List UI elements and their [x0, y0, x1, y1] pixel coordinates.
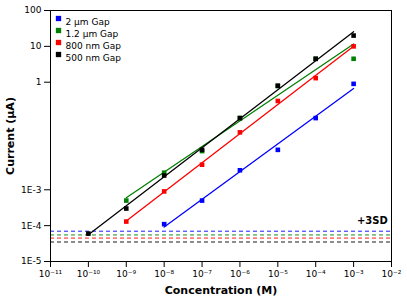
svg-text:10⁻⁵: 10⁻⁵: [268, 269, 288, 279]
svg-text:500 nm Gap: 500 nm Gap: [66, 53, 122, 63]
svg-text:100: 100: [24, 5, 41, 15]
svg-text:10⁻⁸: 10⁻⁸: [154, 269, 174, 279]
svg-text:1E-3: 1E-3: [21, 185, 41, 195]
svg-text:10⁻⁷: 10⁻⁷: [192, 269, 212, 279]
svg-text:10⁻³: 10⁻³: [344, 269, 364, 279]
svg-text:1E-5: 1E-5: [21, 256, 41, 266]
svg-text:10⁻¹¹: 10⁻¹¹: [39, 269, 63, 279]
svg-text:800 nm Gap: 800 nm Gap: [66, 41, 122, 51]
svg-text:2 μm Gap: 2 μm Gap: [66, 17, 110, 27]
svg-text:Concentration (M): Concentration (M): [165, 284, 278, 297]
svg-text:10⁻⁶: 10⁻⁶: [230, 269, 250, 279]
svg-text:1.2 μm Gap: 1.2 μm Gap: [66, 29, 119, 39]
svg-text:Current (μA): Current (μA): [4, 97, 17, 175]
svg-text:1: 1: [36, 77, 42, 87]
svg-text:10⁻¹⁰: 10⁻¹⁰: [77, 269, 101, 279]
svg-text:+3SD: +3SD: [357, 215, 388, 226]
svg-text:10⁻⁴: 10⁻⁴: [306, 269, 326, 279]
svg-text:10: 10: [30, 41, 42, 51]
svg-text:10⁻⁹: 10⁻⁹: [116, 269, 136, 279]
svg-text:10⁻²: 10⁻²: [382, 269, 402, 279]
svg-text:1E-4: 1E-4: [21, 221, 42, 231]
